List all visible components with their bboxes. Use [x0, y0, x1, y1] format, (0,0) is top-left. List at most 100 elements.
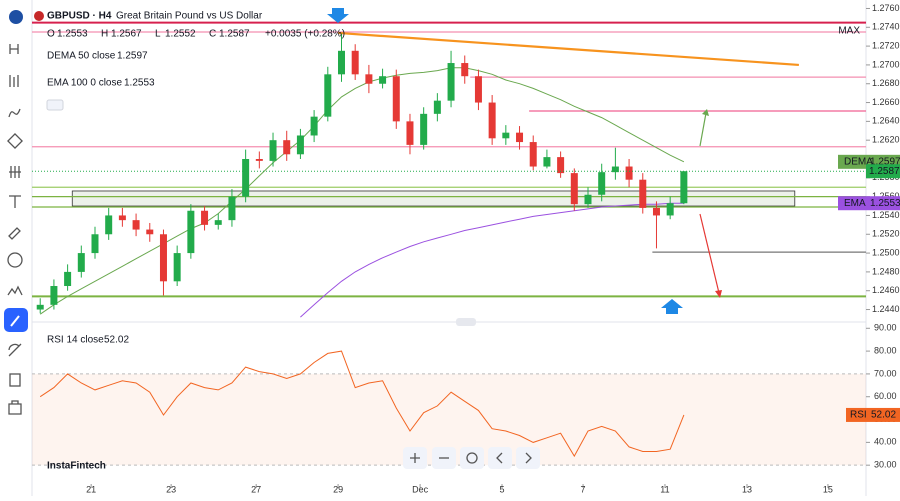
brush-icon[interactable] — [8, 227, 21, 240]
green-arrowhead — [702, 109, 709, 116]
candle-body — [406, 121, 414, 145]
cursor-icon[interactable] — [9, 44, 19, 54]
y-tick-label: 1.2720 — [872, 40, 900, 50]
candle-body — [146, 229, 154, 235]
candle-body — [269, 140, 277, 161]
x-tick-label: 13 — [742, 484, 752, 494]
overlay — [327, 8, 722, 314]
trend-line — [337, 31, 799, 67]
y-tick-label: 1.2700 — [872, 59, 900, 69]
ohlc-key: H — [101, 29, 108, 40]
ohlc-value: 1.2552 — [165, 29, 196, 40]
zone — [71, 190, 796, 207]
left-toolbar — [4, 10, 28, 415]
hide-icon[interactable] — [8, 343, 22, 357]
series-tag — [838, 196, 900, 211]
candle-body — [680, 171, 688, 204]
chart-type-icon[interactable] — [9, 75, 19, 87]
candle-body — [310, 116, 318, 136]
candle-body — [187, 210, 195, 254]
rsi-tag-value: 52.02 — [871, 410, 896, 421]
y-tick-label: 1.2500 — [872, 247, 900, 257]
scroll-right-button[interactable] — [516, 447, 540, 469]
candle-body — [474, 76, 482, 103]
y-tick-label: 90.00 — [874, 323, 897, 333]
candle-body — [351, 50, 359, 75]
magnet-glyph — [10, 315, 20, 327]
scroll-left-glyph — [496, 452, 503, 464]
measure-icon[interactable] — [7, 285, 23, 296]
y-tick-label: 1.2620 — [872, 135, 900, 145]
y-tick-label: 1.2460 — [872, 285, 900, 295]
ohlc-key: C — [209, 29, 216, 40]
fib-icon[interactable] — [9, 166, 21, 178]
candle-body — [611, 166, 619, 173]
x-tick-label: 15 — [823, 484, 833, 494]
series-tag-value: 1.2553 — [870, 198, 900, 209]
candle-body — [502, 132, 510, 139]
indicator-icon[interactable] — [8, 108, 21, 118]
candle-body — [557, 157, 565, 174]
reset-button[interactable] — [460, 447, 484, 469]
pattern-icon[interactable] — [7, 133, 23, 149]
rsi-tag-name: RSI — [850, 410, 867, 421]
y-tick-label: 1.2660 — [872, 97, 900, 107]
y-tick-label: 1.2540 — [872, 210, 900, 220]
change: +0.0035 (+0.28%) — [265, 29, 345, 40]
y-tick-label: 1.2680 — [872, 78, 900, 88]
candle-body — [570, 173, 578, 205]
candle-body — [433, 100, 441, 114]
rsi-legend-value: 52.02 — [104, 335, 129, 346]
x-tick-label: 29 — [333, 484, 343, 494]
ema-legend-value: 1.2553 — [124, 78, 155, 89]
candle-body — [516, 132, 524, 143]
y-tick-label: 30.00 — [874, 460, 897, 470]
scroll-left-button[interactable] — [488, 447, 512, 469]
y-tick-label: 1.2740 — [872, 22, 900, 32]
indicator-line — [300, 202, 684, 318]
y-tick-label: 70.00 — [874, 368, 897, 378]
candle-body — [77, 253, 85, 272]
candle-body — [118, 215, 126, 221]
candle-body — [132, 220, 140, 230]
scroll-right-glyph — [525, 452, 532, 464]
brand: InstaFintech — [47, 461, 106, 472]
candle-body — [36, 304, 44, 310]
x-tick-label: 23 — [166, 484, 176, 494]
price-tag — [866, 164, 900, 179]
candle-body — [214, 220, 222, 225]
series-tag-name: EMA — [844, 198, 866, 209]
candle-body — [365, 74, 373, 84]
candle-body — [461, 63, 469, 77]
y-tick-label: 60.00 — [874, 391, 897, 401]
y-tick-label: 1.2440 — [872, 304, 900, 314]
price-tag-value: 1.2587 — [869, 166, 900, 177]
candle-body — [598, 172, 606, 195]
candle-body — [625, 166, 633, 180]
candle-body — [652, 207, 660, 216]
ohlc-key: L — [155, 29, 161, 40]
series-tag-name: DEMA — [844, 156, 873, 167]
y-tick-label: 1.2480 — [872, 266, 900, 276]
ohlc-values: O 1.2553 H 1.2567 L 1.2552 C 1.2587 +0.0035 (+0.… — [47, 29, 345, 40]
y-tick-label: 1.2760 — [872, 3, 900, 13]
emoji-icon[interactable] — [7, 252, 23, 268]
lock-icon[interactable] — [9, 373, 21, 387]
symbol[interactable]: GBPUSD · H4 — [47, 11, 112, 22]
y-tick-label: 1.2520 — [872, 229, 900, 239]
pane-handle[interactable] — [456, 318, 476, 326]
red-arrowhead — [715, 290, 722, 298]
ohlc-value: 1.2553 — [57, 29, 88, 40]
y-tick-label: 1.2560 — [872, 191, 900, 201]
zoom-in-glyph — [410, 453, 420, 463]
blue-arrow-up — [661, 299, 683, 314]
collapse-button[interactable] — [46, 99, 64, 111]
trash-icon[interactable] — [8, 400, 22, 415]
candle-body — [584, 194, 592, 205]
green-arrow — [699, 112, 707, 147]
flag-icon[interactable] — [9, 10, 23, 24]
reset-glyph — [466, 452, 478, 464]
text-icon[interactable] — [9, 195, 21, 208]
annotation: MAX — [838, 26, 860, 37]
